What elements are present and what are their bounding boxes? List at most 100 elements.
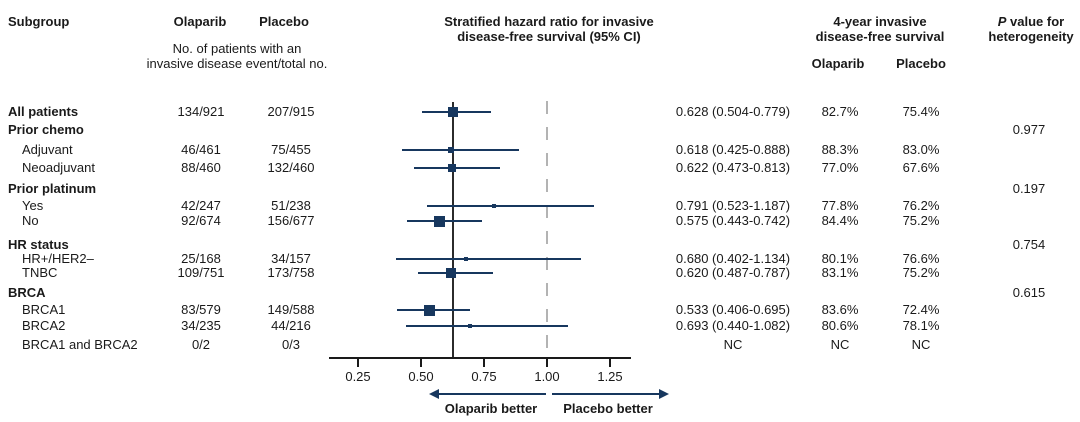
placebo-events: 149/588 (267, 302, 315, 317)
events-note-line1: No. of patients with an (172, 41, 302, 56)
x-axis (329, 357, 631, 359)
olaparib-dfs: NC (830, 337, 850, 352)
ci-line (426, 205, 595, 207)
subgroup-label: Yes (22, 198, 44, 213)
hr-ci-text: 0.622 (0.473-0.813) (675, 160, 791, 175)
estimate-marker (448, 107, 459, 117)
olaparib-dfs: 84.4% (821, 213, 859, 228)
subgroup-label: HR+/HER2– (22, 251, 94, 266)
olaparib-events: 88/460 (181, 160, 221, 175)
dfs-header-olaparib: Olaparib (811, 56, 865, 71)
olaparib-events: 0/2 (191, 337, 211, 352)
olaparib-dfs: 82.7% (821, 104, 859, 119)
axis-tick (357, 357, 359, 367)
estimate-marker (447, 164, 456, 172)
olaparib-events: 25/168 (181, 251, 221, 266)
subgroup-label: Prior platinum (8, 181, 97, 196)
placebo-dfs: 75.2% (902, 213, 940, 228)
olaparib-dfs: 80.6% (821, 318, 859, 333)
header-subgroup: Subgroup (8, 14, 70, 29)
axis-tick-label: 1.25 (597, 369, 623, 384)
subgroup-label: BRCA (8, 285, 46, 300)
olaparib-dfs: 77.8% (821, 198, 859, 213)
solid-reference-line (452, 102, 454, 358)
axis-tick-label: 0.50 (408, 369, 434, 384)
subgroup-label: BRCA1 (22, 302, 66, 317)
dfs-header-placebo: Placebo (896, 56, 946, 71)
olaparib-dfs: 83.6% (821, 302, 859, 317)
axis-tick (546, 357, 548, 367)
olaparib-events: 92/674 (181, 213, 221, 228)
olaparib-events: 109/751 (177, 265, 225, 280)
p-value: 0.977 (1012, 122, 1046, 137)
olaparib-events: 134/921 (177, 104, 225, 119)
ci-line (402, 149, 519, 151)
estimate-marker (434, 215, 446, 227)
p-value: 0.615 (1012, 285, 1046, 300)
p-value: 0.754 (1012, 237, 1046, 252)
placebo-dfs: 72.4% (902, 302, 940, 317)
hr-ci-text: 0.693 (0.440-1.082) (675, 318, 791, 333)
placebo-dfs: 67.6% (902, 160, 940, 175)
placebo-events: 207/915 (267, 104, 315, 119)
olaparib-dfs: 88.3% (821, 142, 859, 157)
hr-ci-text: NC (723, 337, 743, 352)
subgroup-label: BRCA1 and BRCA2 (22, 337, 138, 352)
placebo-dfs: 75.4% (902, 104, 940, 119)
olaparib-events: 83/579 (181, 302, 221, 317)
axis-tick (420, 357, 422, 367)
placebo-events: 34/157 (271, 251, 311, 266)
ci-line (405, 325, 568, 327)
olaparib-events: 34/235 (181, 318, 221, 333)
placebo-dfs: 78.1% (902, 318, 940, 333)
placebo-events: 0/3 (281, 337, 301, 352)
dfs-title-line1: 4-year invasive (833, 14, 927, 29)
ci-line (414, 167, 500, 169)
hr-title-line1: Stratified hazard ratio for invasive (444, 14, 654, 29)
subgroup-label: Prior chemo (8, 122, 84, 137)
pvalue-title-line1: P value for (961, 14, 1080, 30)
subgroup-label: No (22, 213, 39, 228)
pvalue-title-line2: heterogeneity (988, 29, 1074, 44)
subgroup-label: TNBC (22, 265, 58, 280)
hr-ci-text: 0.618 (0.425-0.888) (675, 142, 791, 157)
dashed-reference-line (546, 101, 548, 357)
placebo-dfs: NC (911, 337, 931, 352)
hr-ci-text: 0.628 (0.504-0.779) (675, 104, 791, 119)
olaparib-dfs: 77.0% (821, 160, 859, 175)
axis-tick-label: 1.00 (534, 369, 560, 384)
subgroup-label: Adjuvant (22, 142, 73, 157)
hr-ci-text: 0.791 (0.523-1.187) (675, 198, 791, 213)
olaparib-events: 46/461 (181, 142, 221, 157)
placebo-dfs: 83.0% (902, 142, 940, 157)
pvalue-italic-p: P (997, 14, 1007, 29)
hr-title-line2: disease-free survival (95% CI) (457, 29, 641, 44)
subgroup-label: HR status (8, 237, 69, 252)
estimate-marker (447, 147, 454, 153)
header-placebo-events: Placebo (259, 14, 309, 29)
subgroup-label: All patients (8, 104, 79, 119)
right-arrowhead-icon (659, 389, 669, 399)
placebo-events: 173/758 (267, 265, 315, 280)
placebo-events: 156/677 (267, 213, 315, 228)
subgroup-label: BRCA2 (22, 318, 66, 333)
placebo-events: 75/455 (271, 142, 311, 157)
right-arrow (552, 393, 660, 395)
estimate-marker (464, 257, 469, 261)
placebo-dfs: 76.6% (902, 251, 940, 266)
estimate-marker (446, 268, 457, 278)
hr-ci-text: 0.620 (0.487-0.787) (675, 265, 791, 280)
olaparib-dfs: 83.1% (821, 265, 859, 280)
axis-tick (609, 357, 611, 367)
hr-ci-text: 0.575 (0.443-0.742) (675, 213, 791, 228)
placebo-events: 44/216 (271, 318, 311, 333)
placebo-events: 132/460 (267, 160, 315, 175)
placebo-dfs: 76.2% (902, 198, 940, 213)
hr-ci-text: 0.533 (0.406-0.695) (675, 302, 791, 317)
placebo-dfs: 75.2% (902, 265, 940, 280)
events-note-line2: invasive disease event/total no. (146, 56, 328, 71)
header-olaparib-events: Olaparib (173, 14, 227, 29)
ci-line (396, 258, 581, 260)
placebo-events: 51/238 (271, 198, 311, 213)
